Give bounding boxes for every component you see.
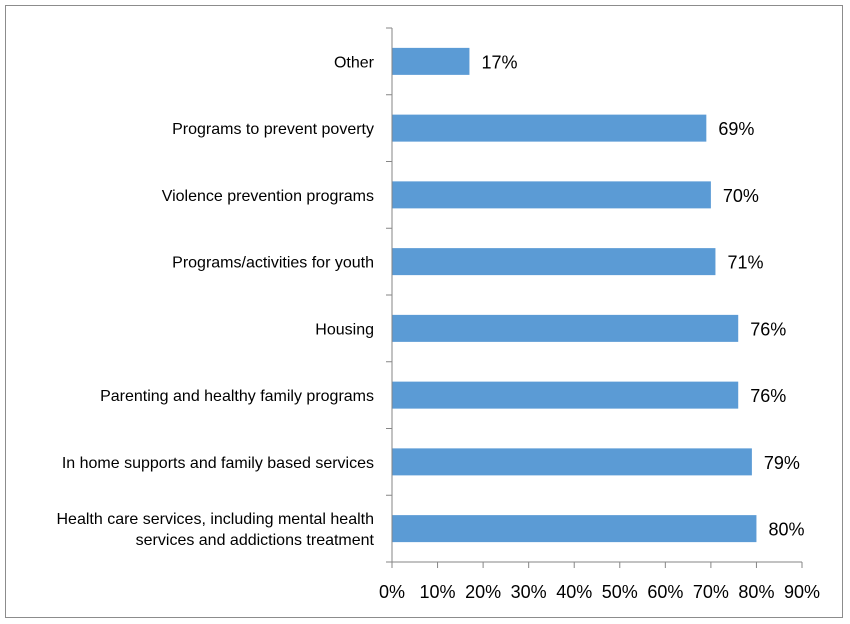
x-tick-label-8: 80%	[738, 582, 774, 602]
bar-1	[392, 114, 707, 142]
category-label-line: Parenting and healthy family programs	[100, 388, 374, 405]
x-tick-label-0: 0%	[379, 582, 405, 602]
x-axis-ticks: 0% 10% 20% 30% 40% 50% 60% 70% 80% 90%	[379, 562, 820, 602]
category-label-line: Programs to prevent poverty	[172, 121, 374, 138]
x-tick-label-4: 40%	[556, 582, 592, 602]
bar-3	[392, 248, 716, 276]
x-tick-label-1: 10%	[420, 582, 456, 602]
bar-0	[392, 47, 470, 75]
value-label-3: 71%	[727, 253, 763, 273]
value-label-7: 80%	[768, 520, 804, 540]
x-tick-label-7: 70%	[693, 582, 729, 602]
category-label-line: Violence prevention programs	[162, 188, 374, 205]
category-label-4: Housing	[315, 321, 374, 338]
value-label-4: 76%	[750, 319, 786, 339]
axes	[386, 27, 802, 563]
value-label-1: 69%	[718, 119, 754, 139]
category-label-5: Parenting and healthy family programs	[100, 388, 374, 405]
bar-7	[392, 515, 757, 543]
bar-2	[392, 181, 711, 209]
category-label-7: Health care services, including mental h…	[57, 511, 375, 549]
x-tick-label-3: 30%	[511, 582, 547, 602]
bar-4	[392, 314, 739, 342]
category-label-3: Programs/activities for youth	[172, 255, 374, 272]
x-tick-label-6: 60%	[647, 582, 683, 602]
category-label-line: Programs/activities for youth	[172, 255, 374, 272]
x-tick-label-5: 50%	[602, 582, 638, 602]
category-label-line: Other	[334, 54, 375, 71]
category-label-line: Housing	[315, 321, 374, 338]
category-label-line: Health care services, including mental h…	[57, 511, 375, 528]
x-tick-label-9: 90%	[784, 582, 820, 602]
bar-6	[392, 448, 752, 476]
value-label-5: 76%	[750, 386, 786, 406]
bar-5	[392, 381, 739, 409]
value-labels: 17% 69% 70% 71% 76% 76% 79% 80%	[481, 52, 804, 539]
category-label-line: In home supports and family based servic…	[62, 455, 374, 472]
value-label-0: 17%	[481, 52, 517, 72]
value-label-6: 79%	[764, 453, 800, 473]
category-label-6: In home supports and family based servic…	[62, 455, 374, 472]
x-tick-label-2: 20%	[465, 582, 501, 602]
bars	[392, 47, 757, 543]
category-label-2: Violence prevention programs	[162, 188, 374, 205]
category-label-line: services and addictions treatment	[136, 532, 375, 549]
category-label-0: Other	[334, 54, 375, 71]
value-label-2: 70%	[723, 186, 759, 206]
category-label-1: Programs to prevent poverty	[172, 121, 374, 138]
category-labels: Other Programs to prevent poverty Violence…	[57, 54, 375, 549]
